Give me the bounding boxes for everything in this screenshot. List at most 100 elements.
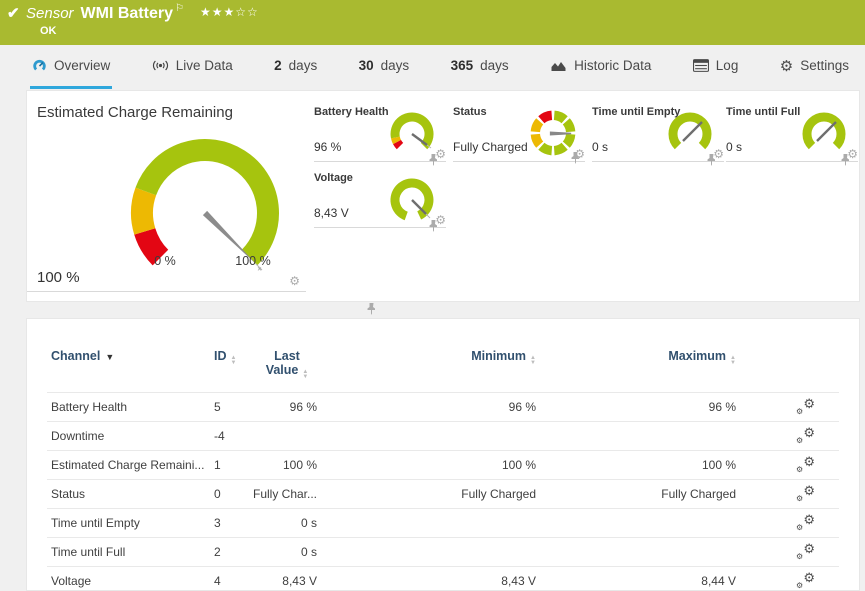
channel-name[interactable]: Battery Health xyxy=(47,392,207,422)
column-label: Minimum xyxy=(471,349,527,363)
tab-365-days[interactable]: 365 days xyxy=(449,45,511,89)
gauge-battery-health[interactable]: Battery Health 96 % ⚙ xyxy=(314,103,446,166)
table-row-time-until-empty[interactable]: Time until Empty 3 0 s ⚙ ⚙ xyxy=(47,508,839,538)
channel-settings-icon[interactable]: ⚙ ⚙ xyxy=(796,540,815,561)
table-row-estimated-charge-remaining[interactable]: Estimated Charge Remaini... 1 100 % 100 … xyxy=(47,450,839,480)
tab-historic-data[interactable]: Historic Data xyxy=(548,45,653,89)
tab-30-days[interactable]: 30 days xyxy=(357,45,412,89)
gauge-settings-gear-icon[interactable]: ⚙ xyxy=(847,147,858,161)
gauge-settings-gear-icon[interactable]: ⚙ xyxy=(713,147,724,161)
gauge-pin-icon[interactable] xyxy=(367,303,376,315)
column-header-minimum[interactable]: Minimum ▲ ▼ xyxy=(321,341,536,393)
channel-last-value: 0 s xyxy=(253,537,321,567)
flag-icon[interactable]: ⚐ xyxy=(174,3,184,14)
channel-last-value: 8,43 V xyxy=(253,566,321,591)
tab-label: days xyxy=(480,58,509,73)
tab-label: Overview xyxy=(54,58,111,73)
gauge-title: Time until Full xyxy=(726,106,801,118)
channel-settings-icon[interactable]: ⚙ ⚙ xyxy=(796,395,815,416)
column-header-id[interactable]: ID ▲ ▼ xyxy=(207,341,253,393)
channel-minimum xyxy=(321,421,536,451)
dropdown-caret-icon[interactable]: ▼ xyxy=(105,352,115,362)
sort-icon[interactable]: ▲ ▼ xyxy=(230,355,237,366)
overview-gauges-panel: Estimated Charge Remaining ✕ 0 % 100 % 1… xyxy=(26,90,860,315)
gauge-time-until-full[interactable]: Time until Full 0 s ⚙ xyxy=(726,103,858,166)
sort-icon[interactable]: ▲ ▼ xyxy=(530,355,536,366)
gauge-pin-icon[interactable] xyxy=(429,220,438,232)
stars-empty[interactable]: ☆☆ xyxy=(235,5,259,19)
sort-icon[interactable]: ▲ ▼ xyxy=(302,369,309,380)
gauge-icon xyxy=(32,58,47,73)
channel-last-value: 0 s xyxy=(253,508,321,538)
channel-settings-icon[interactable]: ⚙ ⚙ xyxy=(796,453,815,474)
gauge-settings-gear-icon[interactable]: ⚙ xyxy=(289,274,300,288)
gauge-estimated-charge-remaining[interactable]: Estimated Charge Remaining ✕ 0 % 100 % 1… xyxy=(27,91,376,315)
tab-live-data[interactable]: Live Data xyxy=(150,45,235,89)
tab-number: 30 xyxy=(358,58,374,73)
svg-text:✕: ✕ xyxy=(257,267,262,273)
gauge-settings-gear-icon[interactable]: ⚙ xyxy=(435,213,446,227)
gauge-settings-gear-icon[interactable]: ⚙ xyxy=(435,147,446,161)
gauge-value: 100 % xyxy=(37,269,80,286)
table-header-row: Channel ▼ ID ▲ ▼ Last Value ▲ ▼ Minimum ▲ ▼ Max… xyxy=(47,341,839,393)
gauge-pin-icon[interactable] xyxy=(841,154,850,166)
voltage-gauge-graphic xyxy=(390,178,434,221)
channel-settings-icon[interactable]: ⚙ ⚙ xyxy=(796,569,815,590)
channel-id: 4 xyxy=(207,566,253,591)
gauge-scale-min: 0 % xyxy=(154,254,176,268)
tab-overview[interactable]: Overview xyxy=(30,45,113,89)
tab-bar: Overview Live Data 2 days 30 days 365 da… xyxy=(0,45,865,89)
channel-settings-icon[interactable]: ⚙ ⚙ xyxy=(796,424,815,445)
channel-name[interactable]: Status xyxy=(47,479,207,509)
channel-name[interactable]: Time until Full xyxy=(47,537,207,567)
sensor-status-header: ✔ Sensor WMI Battery ⚐ ★★★☆☆ OK xyxy=(0,0,865,45)
gauge-pin-icon[interactable] xyxy=(429,154,438,166)
area-chart-icon xyxy=(550,59,567,72)
channel-settings-icon[interactable]: ⚙ ⚙ xyxy=(796,482,815,503)
channel-settings-icon[interactable]: ⚙ ⚙ xyxy=(796,511,815,532)
gauge-status[interactable]: Status Fully Charged ⚙ xyxy=(453,103,585,164)
channel-minimum: 8,43 V xyxy=(321,566,536,591)
channels-table: Channel ▼ ID ▲ ▼ Last Value ▲ ▼ Minimum ▲ ▼ Max… xyxy=(47,341,839,591)
tab-label: Log xyxy=(715,58,739,73)
gauge-title: Status xyxy=(453,106,487,118)
gauge-voltage[interactable]: Voltage 8,43 V ⚙ xyxy=(314,169,446,232)
battery-health-gauge-graphic xyxy=(390,112,434,150)
table-row-time-until-full[interactable]: Time until Full 2 0 s ⚙ ⚙ xyxy=(47,537,839,567)
column-label: Maximum xyxy=(668,349,727,363)
table-row-downtime[interactable]: Downtime -4 ⚙ ⚙ xyxy=(47,421,839,451)
tab-label: Live Data xyxy=(175,58,233,73)
gauge-settings-gear-icon[interactable]: ⚙ xyxy=(574,147,585,161)
tab-2-days[interactable]: 2 days xyxy=(272,45,319,89)
gauge-pin-icon[interactable] xyxy=(707,154,716,166)
time-until-empty-gauge-graphic xyxy=(668,112,712,150)
channel-name[interactable]: Estimated Charge Remaini... xyxy=(47,450,207,480)
sensor-status-text: OK xyxy=(40,25,57,37)
channel-last-value: 96 % xyxy=(253,392,321,422)
channel-name[interactable]: Downtime xyxy=(47,421,207,451)
column-header-last-value[interactable]: Last Value ▲ ▼ xyxy=(253,341,321,393)
channel-maximum xyxy=(536,421,736,451)
channel-id: 0 xyxy=(207,479,253,509)
gauge-value: 96 % xyxy=(314,140,342,154)
channel-name[interactable]: Time until Empty xyxy=(47,508,207,538)
priority-stars[interactable]: ★★★☆☆ xyxy=(200,5,259,19)
table-row-battery-health[interactable]: Battery Health 5 96 % 96 % 96 % ⚙ ⚙ xyxy=(47,392,839,422)
column-header-maximum[interactable]: Maximum ▲ ▼ xyxy=(536,341,736,393)
channel-id: 1 xyxy=(207,450,253,480)
column-label: Channel xyxy=(51,349,101,363)
channel-last-value: 100 % xyxy=(253,450,321,480)
column-header-channel[interactable]: Channel ▼ xyxy=(47,341,207,393)
gauge-pin-icon[interactable] xyxy=(571,152,580,164)
channel-name[interactable]: Voltage xyxy=(47,566,207,591)
tab-log[interactable]: Log xyxy=(691,45,741,89)
time-until-full-gauge-graphic xyxy=(802,112,846,150)
tab-settings[interactable]: ⚙ Settings xyxy=(778,45,851,89)
table-row-status[interactable]: Status 0 Fully Char... Fully Charged Ful… xyxy=(47,479,839,509)
table-row-voltage[interactable]: Voltage 4 8,43 V 8,43 V 8,44 V ⚙ ⚙ xyxy=(47,566,839,591)
stars-filled[interactable]: ★★★ xyxy=(199,5,236,19)
gauge-time-until-empty[interactable]: Time until Empty 0 s ⚙ xyxy=(592,103,724,166)
gauge-title: Battery Health xyxy=(314,106,389,118)
column-label: ID xyxy=(214,349,227,363)
sort-icon[interactable]: ▲ ▼ xyxy=(730,355,736,366)
